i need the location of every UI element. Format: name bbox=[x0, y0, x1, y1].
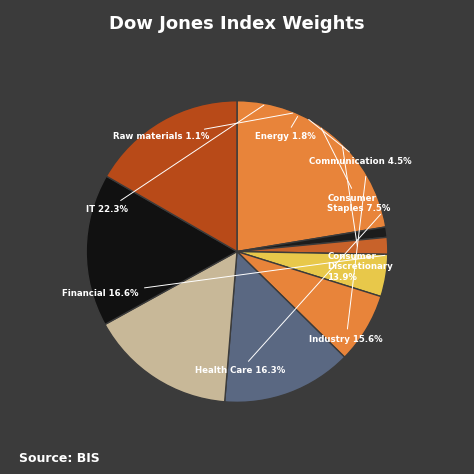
Title: Dow Jones Index Weights: Dow Jones Index Weights bbox=[109, 15, 365, 33]
Text: Financial 16.6%: Financial 16.6% bbox=[63, 255, 385, 298]
Wedge shape bbox=[225, 252, 345, 402]
Text: IT 22.3%: IT 22.3% bbox=[86, 105, 264, 214]
Wedge shape bbox=[106, 101, 237, 252]
Text: Health Care 16.3%: Health Care 16.3% bbox=[195, 214, 381, 375]
Wedge shape bbox=[237, 227, 387, 252]
Wedge shape bbox=[105, 252, 237, 402]
Text: Consumer
Discretionary
13.9%: Consumer Discretionary 13.9% bbox=[328, 146, 393, 282]
Wedge shape bbox=[237, 252, 388, 297]
Text: Raw materials 1.1%: Raw materials 1.1% bbox=[113, 113, 293, 141]
Text: Energy 1.8%: Energy 1.8% bbox=[255, 117, 316, 141]
Text: Industry 15.6%: Industry 15.6% bbox=[310, 176, 383, 344]
Wedge shape bbox=[237, 252, 381, 357]
Text: Source: BIS: Source: BIS bbox=[19, 452, 100, 465]
Wedge shape bbox=[237, 101, 386, 252]
Text: Communication 4.5%: Communication 4.5% bbox=[309, 119, 412, 165]
Wedge shape bbox=[86, 176, 237, 325]
Wedge shape bbox=[237, 237, 388, 255]
Text: Consumer
Staples 7.5%: Consumer Staples 7.5% bbox=[321, 128, 391, 213]
